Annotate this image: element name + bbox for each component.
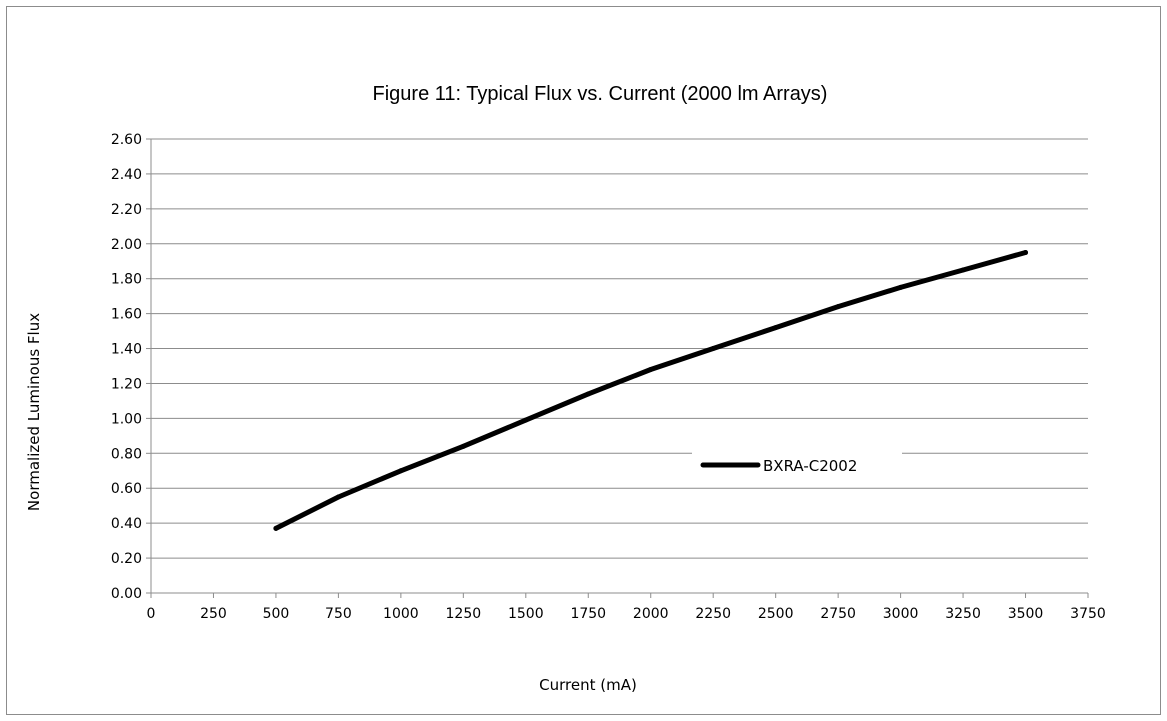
x-tick-label: 2750 <box>820 606 856 622</box>
y-tick-label: 2.60 <box>111 132 142 148</box>
x-tick-label: 3000 <box>883 606 919 622</box>
data-point <box>273 525 279 531</box>
y-tick-label: 1.40 <box>111 342 142 358</box>
data-point <box>398 468 404 474</box>
data-point <box>460 443 466 449</box>
x-tick-label: 1750 <box>570 606 606 622</box>
y-tick-label: 2.40 <box>111 167 142 183</box>
x-tick-labels: 0 250 500 750 1000 1250 1500 1750 2000 2250 2500 27… <box>147 606 1106 622</box>
data-point <box>1023 250 1029 255</box>
legend: BXRA-C2002 <box>692 449 902 484</box>
series-line <box>273 250 1028 531</box>
y-tick-label: 0.40 <box>111 516 142 532</box>
x-tick-label: 2250 <box>695 606 731 622</box>
x-tick-label: 250 <box>200 606 227 622</box>
x-tick-label: 1250 <box>446 606 482 622</box>
x-tick-label: 3750 <box>1070 606 1106 622</box>
y-tick-label: 0.80 <box>111 446 142 462</box>
data-point <box>960 267 966 273</box>
legend-label: BXRA-C2002 <box>763 457 857 475</box>
y-tick-labels: 0.00 0.20 0.40 0.60 0.80 1.00 1.20 1.40 1.60 1.80… <box>111 132 142 602</box>
data-point <box>835 304 841 310</box>
y-tick-label: 0.00 <box>111 586 142 602</box>
y-axis-label: Normalized Luminous Flux <box>25 313 43 511</box>
y-tick-label: 2.00 <box>111 237 142 253</box>
y-tick-label: 0.60 <box>111 481 142 497</box>
series-group <box>273 250 1029 531</box>
chart-frame <box>6 6 1161 715</box>
data-point <box>523 417 529 423</box>
y-tick-label: 0.20 <box>111 551 142 567</box>
y-tick-label: 1.00 <box>111 411 142 427</box>
x-tick-label: 1000 <box>383 606 419 622</box>
x-axis-label: Current (mA) <box>539 676 637 694</box>
x-tick-label: 0 <box>147 606 156 622</box>
data-point <box>648 366 654 372</box>
y-tick-label: 1.80 <box>111 272 142 288</box>
x-tick-label: 3250 <box>945 606 981 622</box>
data-point <box>898 284 904 290</box>
x-tick-label: 2500 <box>758 606 794 622</box>
chart-title: Figure 11: Typical Flux vs. Current (200… <box>373 83 828 105</box>
y-tick-label: 1.20 <box>111 376 142 392</box>
data-point <box>585 391 591 397</box>
x-tick-label: 500 <box>263 606 290 622</box>
data-point <box>773 325 779 331</box>
y-tick-label: 2.20 <box>111 202 142 218</box>
x-tick-label: 1500 <box>508 606 544 622</box>
x-tick-label: 750 <box>325 606 352 622</box>
y-tick-label: 1.60 <box>111 307 142 323</box>
x-tick-label: 2000 <box>633 606 669 622</box>
data-point <box>710 346 716 352</box>
x-tick-label: 3500 <box>1008 606 1044 622</box>
axes <box>150 139 1089 598</box>
data-point <box>335 494 341 500</box>
